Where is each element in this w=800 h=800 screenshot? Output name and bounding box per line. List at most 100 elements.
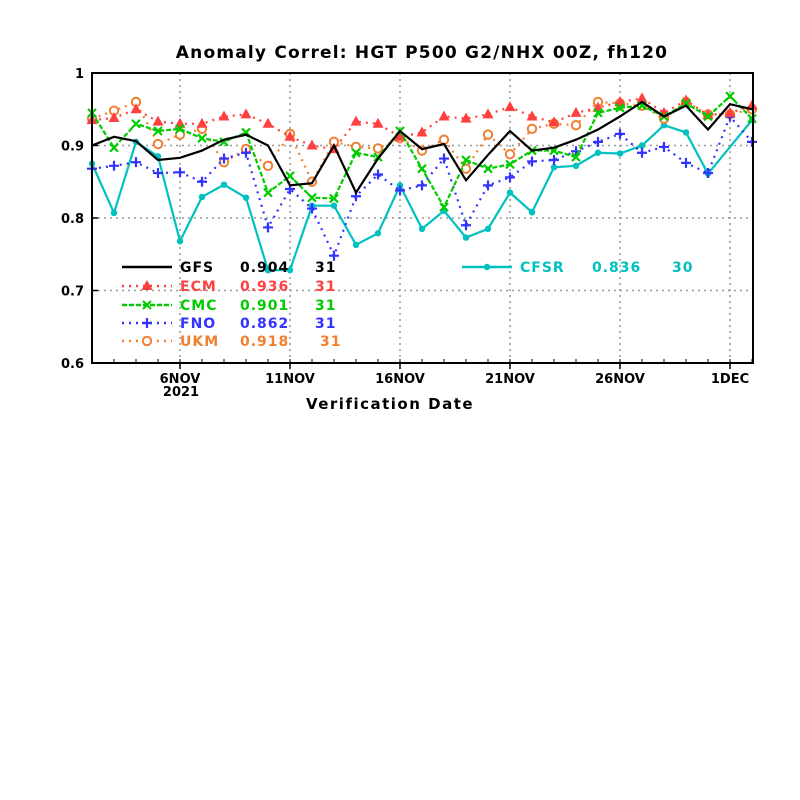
plus-marker bbox=[395, 185, 405, 196]
legend-item-ecm: ECM 0.936 31 bbox=[122, 279, 336, 295]
x-tick-label: 26NOV bbox=[595, 372, 645, 387]
legend-count: 31 bbox=[315, 316, 336, 332]
dot-marker bbox=[550, 164, 558, 171]
circle-marker bbox=[350, 141, 362, 153]
year-label: 2021 bbox=[163, 385, 199, 400]
legend-name: FNO bbox=[180, 316, 216, 332]
legend-mean: 0.836 bbox=[592, 260, 641, 276]
circle-marker bbox=[504, 149, 516, 160]
legend: GFS 0.904 31 ECM 0.936 31 CMC 0.901 31 FNO 0.862 31… bbox=[122, 260, 693, 350]
series-cfsr bbox=[88, 116, 756, 274]
dot-marker bbox=[462, 234, 470, 241]
series-line-cfsr bbox=[90, 119, 753, 272]
plus-marker bbox=[373, 169, 383, 180]
plus-marker bbox=[241, 147, 251, 158]
plus-marker bbox=[153, 168, 163, 179]
dot-marker bbox=[506, 189, 514, 196]
x-marker bbox=[505, 159, 515, 170]
dot-marker bbox=[682, 129, 690, 136]
legend-item-ukm: UKM 0.918 31 bbox=[122, 334, 341, 350]
circle-marker bbox=[152, 138, 164, 150]
legend-mean: 0.936 bbox=[240, 279, 289, 295]
circle-marker bbox=[570, 120, 582, 131]
x-marker bbox=[307, 192, 317, 203]
triangle-marker bbox=[416, 126, 428, 137]
x-marker bbox=[142, 300, 152, 310]
plus-marker bbox=[307, 203, 317, 214]
series-cmc bbox=[87, 91, 757, 212]
y-tick-label: 0.7 bbox=[61, 285, 84, 300]
legend-name: CMC bbox=[180, 298, 217, 314]
legend-count: 30 bbox=[672, 260, 693, 276]
dot-marker bbox=[242, 194, 250, 201]
triangle-marker bbox=[548, 116, 560, 127]
triangle-marker bbox=[636, 92, 648, 103]
plus-marker bbox=[637, 147, 647, 158]
plus-marker bbox=[461, 220, 471, 231]
dot-marker bbox=[198, 193, 206, 201]
x-marker bbox=[351, 147, 361, 158]
plus-marker bbox=[527, 156, 537, 167]
x-marker bbox=[175, 124, 185, 134]
triangle-marker bbox=[702, 109, 714, 120]
dot-marker bbox=[483, 263, 491, 271]
chart-title: Anomaly Correl: HGT P500 G2/NHX 00Z, fh1… bbox=[176, 43, 668, 63]
plus-marker bbox=[109, 160, 119, 171]
dot-marker bbox=[176, 238, 184, 245]
legend-mean: 0.918 bbox=[240, 334, 289, 350]
plus-marker bbox=[659, 141, 669, 152]
plus-marker bbox=[175, 167, 185, 178]
y-tick-label: 0.6 bbox=[61, 357, 84, 372]
plus-marker bbox=[439, 153, 449, 164]
legend-count: 31 bbox=[315, 298, 336, 314]
dot-marker bbox=[418, 225, 426, 233]
series-line-gfs bbox=[91, 100, 753, 195]
x-tick-label: 6NOV bbox=[160, 372, 201, 387]
legend-name: CFSR bbox=[520, 260, 565, 276]
triangle-marker bbox=[482, 108, 494, 119]
dot-marker bbox=[352, 241, 360, 249]
circle-marker bbox=[482, 129, 494, 140]
triangle-marker bbox=[130, 103, 142, 114]
legend-count: 31 bbox=[315, 279, 336, 295]
triangle-marker bbox=[262, 117, 274, 128]
circle-marker bbox=[174, 129, 186, 140]
plus-marker bbox=[219, 153, 229, 164]
x-marker bbox=[571, 152, 581, 162]
plus-marker bbox=[549, 155, 559, 165]
plus-marker bbox=[483, 180, 493, 191]
dot-marker bbox=[264, 267, 272, 274]
x-marker bbox=[153, 126, 163, 136]
x-marker bbox=[263, 187, 273, 198]
x-marker bbox=[615, 103, 625, 113]
plus-marker bbox=[197, 176, 207, 187]
triangle-marker bbox=[108, 111, 120, 122]
x-tick-label: 16NOV bbox=[375, 372, 425, 387]
legend-item-fno: FNO 0.862 31 bbox=[122, 316, 336, 332]
legend-count: 31 bbox=[320, 334, 341, 350]
triangle-marker bbox=[350, 115, 362, 126]
series-ecm bbox=[86, 92, 758, 154]
x-tick-label: 1DEC bbox=[711, 372, 749, 387]
triangle-marker bbox=[438, 110, 450, 121]
x-marker bbox=[417, 163, 427, 174]
legend-mean: 0.904 bbox=[240, 260, 289, 276]
x-marker bbox=[329, 193, 339, 204]
plus-marker bbox=[703, 168, 713, 179]
triangle-marker bbox=[504, 101, 516, 112]
plus-marker bbox=[615, 128, 625, 139]
x-marker bbox=[725, 91, 735, 101]
triangle-marker bbox=[724, 106, 736, 117]
triangle-marker bbox=[526, 110, 538, 121]
dot-marker bbox=[330, 202, 338, 209]
plus-marker bbox=[329, 250, 339, 261]
x-marker bbox=[439, 202, 449, 212]
plus-marker bbox=[417, 180, 427, 191]
triangle-marker bbox=[570, 106, 582, 117]
legend-count: 31 bbox=[315, 260, 336, 276]
legend-item-cfsr: CFSR 0.836 30 bbox=[462, 260, 693, 276]
triangle-marker bbox=[141, 280, 153, 290]
legend-item-cmc: CMC 0.901 31 bbox=[122, 298, 336, 314]
x-marker bbox=[131, 118, 141, 129]
